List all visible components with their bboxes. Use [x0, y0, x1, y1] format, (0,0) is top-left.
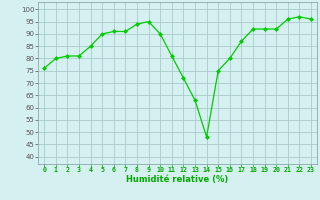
- X-axis label: Humidité relative (%): Humidité relative (%): [126, 175, 229, 184]
